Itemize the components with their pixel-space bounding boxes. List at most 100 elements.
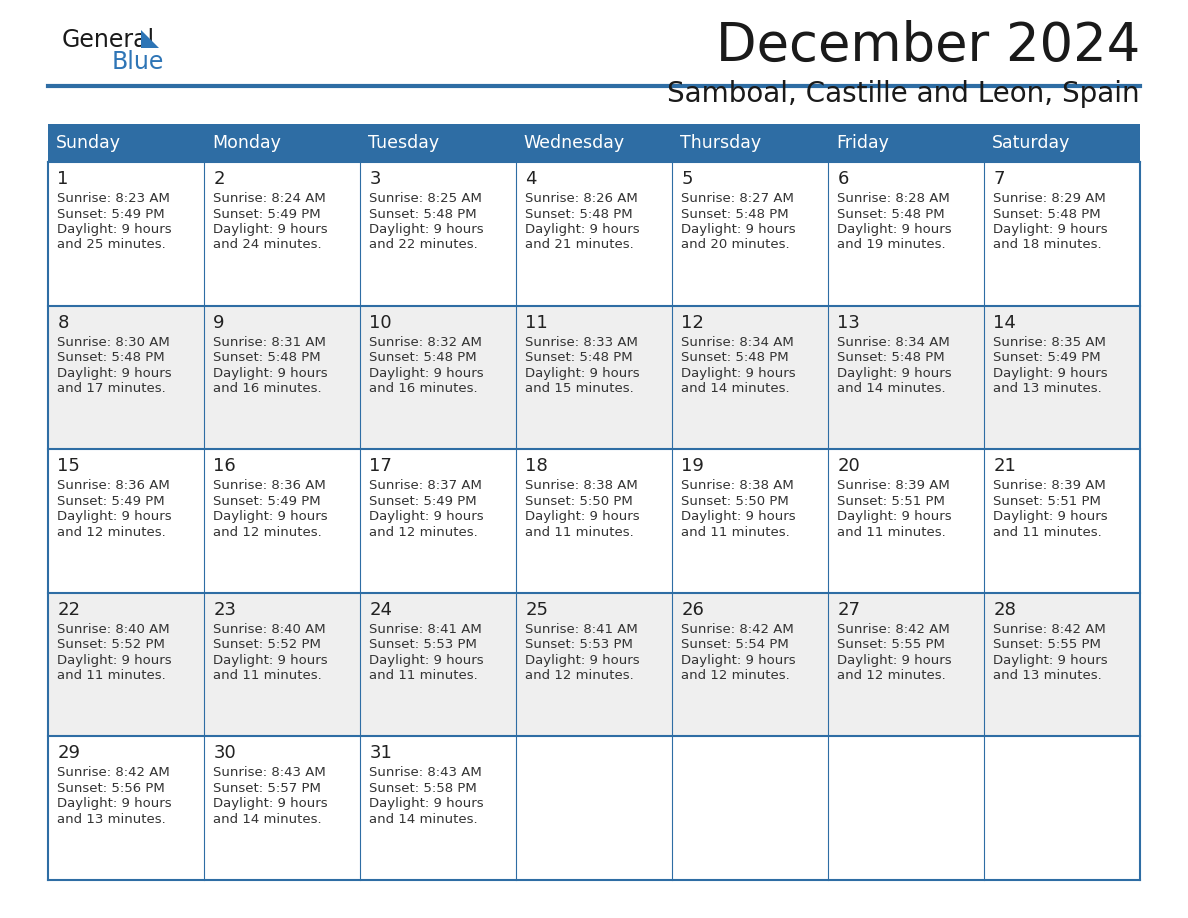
- Text: Sunrise: 8:29 AM: Sunrise: 8:29 AM: [993, 192, 1106, 205]
- Text: Daylight: 9 hours: Daylight: 9 hours: [525, 510, 640, 523]
- Text: 9: 9: [214, 314, 225, 331]
- Text: Daylight: 9 hours: Daylight: 9 hours: [57, 654, 172, 666]
- Text: Sunset: 5:50 PM: Sunset: 5:50 PM: [525, 495, 633, 508]
- Text: Sunrise: 8:38 AM: Sunrise: 8:38 AM: [525, 479, 638, 492]
- Text: Sunset: 5:48 PM: Sunset: 5:48 PM: [682, 351, 789, 364]
- Text: Samboal, Castille and Leon, Spain: Samboal, Castille and Leon, Spain: [668, 80, 1140, 108]
- Text: and 21 minutes.: and 21 minutes.: [525, 239, 634, 252]
- Text: 12: 12: [682, 314, 704, 331]
- Text: Daylight: 9 hours: Daylight: 9 hours: [525, 654, 640, 666]
- Text: Sunrise: 8:42 AM: Sunrise: 8:42 AM: [838, 622, 950, 636]
- Text: Daylight: 9 hours: Daylight: 9 hours: [57, 798, 172, 811]
- Text: Sunset: 5:55 PM: Sunset: 5:55 PM: [993, 638, 1101, 651]
- Text: Sunset: 5:49 PM: Sunset: 5:49 PM: [57, 495, 165, 508]
- Text: 1: 1: [57, 170, 69, 188]
- Text: Sunset: 5:54 PM: Sunset: 5:54 PM: [682, 638, 789, 651]
- Text: 2: 2: [214, 170, 225, 188]
- Text: Sunset: 5:48 PM: Sunset: 5:48 PM: [682, 207, 789, 220]
- Text: Sunset: 5:52 PM: Sunset: 5:52 PM: [57, 638, 165, 651]
- Text: and 11 minutes.: and 11 minutes.: [57, 669, 166, 682]
- Text: Sunrise: 8:39 AM: Sunrise: 8:39 AM: [838, 479, 950, 492]
- Text: 4: 4: [525, 170, 537, 188]
- Text: Daylight: 9 hours: Daylight: 9 hours: [993, 510, 1108, 523]
- Text: Sunset: 5:48 PM: Sunset: 5:48 PM: [369, 351, 478, 364]
- Text: 14: 14: [993, 314, 1016, 331]
- Text: Sunrise: 8:31 AM: Sunrise: 8:31 AM: [214, 336, 327, 349]
- Text: Sunrise: 8:32 AM: Sunrise: 8:32 AM: [369, 336, 482, 349]
- Text: Sunset: 5:49 PM: Sunset: 5:49 PM: [369, 495, 478, 508]
- Text: Sunset: 5:49 PM: Sunset: 5:49 PM: [57, 207, 165, 220]
- Text: and 25 minutes.: and 25 minutes.: [57, 239, 166, 252]
- Text: and 20 minutes.: and 20 minutes.: [682, 239, 790, 252]
- Text: Daylight: 9 hours: Daylight: 9 hours: [682, 366, 796, 380]
- Text: Sunrise: 8:36 AM: Sunrise: 8:36 AM: [214, 479, 327, 492]
- Text: Sunset: 5:58 PM: Sunset: 5:58 PM: [369, 782, 478, 795]
- Text: Sunset: 5:48 PM: Sunset: 5:48 PM: [525, 207, 633, 220]
- Text: and 11 minutes.: and 11 minutes.: [369, 669, 478, 682]
- Text: and 19 minutes.: and 19 minutes.: [838, 239, 946, 252]
- Text: Sunrise: 8:25 AM: Sunrise: 8:25 AM: [369, 192, 482, 205]
- Text: Sunrise: 8:34 AM: Sunrise: 8:34 AM: [682, 336, 794, 349]
- Bar: [48, 162, 1140, 306]
- Text: and 12 minutes.: and 12 minutes.: [682, 669, 790, 682]
- Text: Sunrise: 8:42 AM: Sunrise: 8:42 AM: [57, 767, 170, 779]
- Text: Sunset: 5:48 PM: Sunset: 5:48 PM: [57, 351, 165, 364]
- Text: Daylight: 9 hours: Daylight: 9 hours: [57, 510, 172, 523]
- Text: Sunrise: 8:23 AM: Sunrise: 8:23 AM: [57, 192, 170, 205]
- Text: 8: 8: [57, 314, 69, 331]
- Bar: [48, 124, 1140, 162]
- Text: and 15 minutes.: and 15 minutes.: [525, 382, 634, 395]
- Text: and 12 minutes.: and 12 minutes.: [369, 526, 478, 539]
- Text: and 16 minutes.: and 16 minutes.: [369, 382, 478, 395]
- Text: Daylight: 9 hours: Daylight: 9 hours: [369, 366, 484, 380]
- Text: Daylight: 9 hours: Daylight: 9 hours: [57, 366, 172, 380]
- Text: 13: 13: [838, 314, 860, 331]
- Text: 30: 30: [214, 744, 236, 763]
- Text: and 11 minutes.: and 11 minutes.: [525, 526, 634, 539]
- Text: Sunset: 5:49 PM: Sunset: 5:49 PM: [993, 351, 1101, 364]
- Text: Sunrise: 8:28 AM: Sunrise: 8:28 AM: [838, 192, 950, 205]
- Text: 20: 20: [838, 457, 860, 476]
- Text: and 24 minutes.: and 24 minutes.: [214, 239, 322, 252]
- Text: and 11 minutes.: and 11 minutes.: [214, 669, 322, 682]
- Text: Daylight: 9 hours: Daylight: 9 hours: [993, 223, 1108, 236]
- Text: Sunrise: 8:37 AM: Sunrise: 8:37 AM: [369, 479, 482, 492]
- Text: and 13 minutes.: and 13 minutes.: [57, 813, 166, 826]
- Text: Thursday: Thursday: [680, 134, 762, 152]
- Text: Daylight: 9 hours: Daylight: 9 hours: [682, 654, 796, 666]
- Text: and 11 minutes.: and 11 minutes.: [682, 526, 790, 539]
- Text: Sunrise: 8:35 AM: Sunrise: 8:35 AM: [993, 336, 1106, 349]
- Text: Sunrise: 8:38 AM: Sunrise: 8:38 AM: [682, 479, 794, 492]
- Text: 6: 6: [838, 170, 848, 188]
- Text: Sunrise: 8:40 AM: Sunrise: 8:40 AM: [214, 622, 326, 636]
- Text: and 14 minutes.: and 14 minutes.: [369, 813, 478, 826]
- Text: and 14 minutes.: and 14 minutes.: [682, 382, 790, 395]
- Text: Sunrise: 8:43 AM: Sunrise: 8:43 AM: [369, 767, 482, 779]
- Text: and 17 minutes.: and 17 minutes.: [57, 382, 166, 395]
- Text: Monday: Monday: [211, 134, 280, 152]
- Text: Daylight: 9 hours: Daylight: 9 hours: [57, 223, 172, 236]
- Text: and 14 minutes.: and 14 minutes.: [838, 382, 946, 395]
- Text: Daylight: 9 hours: Daylight: 9 hours: [214, 798, 328, 811]
- Text: and 11 minutes.: and 11 minutes.: [838, 526, 946, 539]
- Text: Sunset: 5:48 PM: Sunset: 5:48 PM: [369, 207, 478, 220]
- Text: and 18 minutes.: and 18 minutes.: [993, 239, 1102, 252]
- Text: Daylight: 9 hours: Daylight: 9 hours: [525, 366, 640, 380]
- Text: Sunset: 5:53 PM: Sunset: 5:53 PM: [525, 638, 633, 651]
- Text: Sunrise: 8:41 AM: Sunrise: 8:41 AM: [525, 622, 638, 636]
- Text: Sunrise: 8:39 AM: Sunrise: 8:39 AM: [993, 479, 1106, 492]
- Text: 11: 11: [525, 314, 548, 331]
- Text: Sunset: 5:48 PM: Sunset: 5:48 PM: [214, 351, 321, 364]
- Text: 23: 23: [214, 600, 236, 619]
- Text: Sunrise: 8:42 AM: Sunrise: 8:42 AM: [993, 622, 1106, 636]
- Text: Sunset: 5:56 PM: Sunset: 5:56 PM: [57, 782, 165, 795]
- Text: Sunset: 5:49 PM: Sunset: 5:49 PM: [214, 495, 321, 508]
- Text: Sunrise: 8:40 AM: Sunrise: 8:40 AM: [57, 622, 170, 636]
- Text: Sunset: 5:48 PM: Sunset: 5:48 PM: [525, 351, 633, 364]
- Text: 15: 15: [57, 457, 81, 476]
- Text: Sunset: 5:57 PM: Sunset: 5:57 PM: [214, 782, 321, 795]
- Text: General: General: [62, 28, 156, 52]
- Text: 24: 24: [369, 600, 392, 619]
- Text: Wednesday: Wednesday: [524, 134, 625, 152]
- Bar: [48, 593, 1140, 736]
